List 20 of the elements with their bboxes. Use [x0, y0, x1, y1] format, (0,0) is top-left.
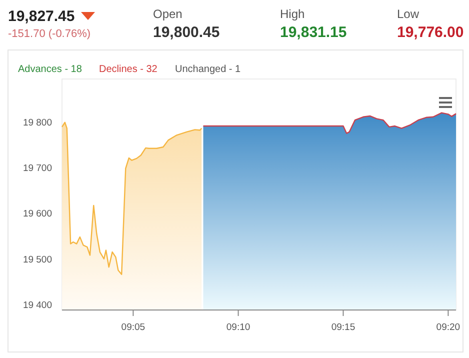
text: -151.70 (-0.76%) [8, 28, 91, 40]
x-tick-label: 09:15 [331, 322, 356, 333]
text: Low [397, 7, 420, 21]
text: Advances - 18 [18, 64, 82, 75]
y-tick-label: 19 400 [22, 300, 52, 312]
text: Unchanged - 1 [175, 64, 242, 75]
text: 19,776.00 [397, 24, 464, 41]
text: High [280, 7, 305, 21]
text: 19,827.45 [8, 8, 75, 25]
x-tick-label: 09:10 [226, 322, 250, 333]
text: 19,831.15 [280, 24, 347, 41]
x-tick-label: 09:05 [121, 322, 146, 333]
text: Declines - 32 [99, 64, 158, 75]
text: 19,800.45 [153, 24, 220, 41]
text: Open [153, 7, 182, 21]
y-tick-label: 19 600 [22, 208, 52, 220]
x-tick-label: 09:20 [436, 322, 460, 333]
y-tick-label: 19 800 [22, 117, 52, 128]
y-tick-label: 19 700 [22, 163, 52, 174]
y-tick-label: 19 500 [22, 254, 52, 266]
